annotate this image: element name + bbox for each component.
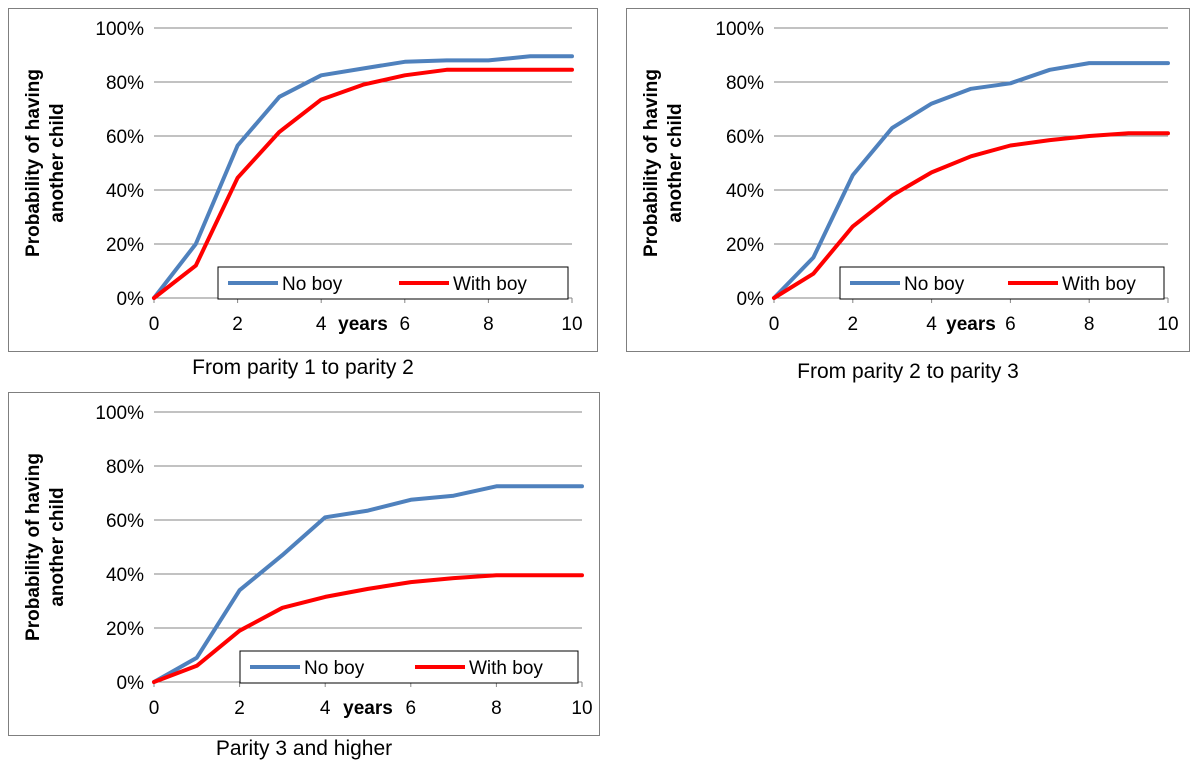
chart-caption-parity-1-to-2: From parity 1 to parity 2 [192, 356, 414, 379]
y-axis-label: Probability of having another child [641, 69, 686, 257]
series-line-no-boy [152, 484, 584, 684]
y-tick-label: 80% [106, 73, 144, 94]
chart-panel-parity-3-plus: 0% 20% 40% 60% 80% 100% 0 2 4 6 8 10 years Probabilit… [8, 392, 600, 736]
y-tick-label: 20% [106, 619, 144, 640]
y-tick-label: 100% [715, 19, 764, 40]
x-tick-label: 10 [561, 314, 582, 335]
chart-caption-parity-2-to-3: From parity 2 to parity 3 [797, 360, 1019, 383]
y-tick-label: 60% [106, 127, 144, 148]
series-line-no-boy [772, 61, 1170, 300]
y-tick-label: 40% [106, 565, 144, 586]
x-tick-label: 10 [571, 698, 592, 719]
x-tick-label: 10 [1157, 314, 1178, 335]
line-chart-parity-1-to-2: 0% 20% 40% 60% 80% 100% 0 2 4 6 8 10 years Probabilit… [23, 19, 583, 335]
series-line-no-boy [152, 54, 574, 300]
x-tick-label: 0 [149, 698, 160, 719]
x-tick-label: 6 [1005, 314, 1016, 335]
y-axis-label: Probability of having another child [23, 453, 68, 641]
x-tick-label: 8 [1084, 314, 1095, 335]
x-tick-label: 4 [320, 698, 331, 719]
series-line-with-boy [152, 67, 574, 300]
x-tick-label: 0 [769, 314, 780, 335]
y-tick-label: 40% [726, 181, 764, 202]
x-tick-label: 8 [491, 698, 502, 719]
y-tick-label: 0% [117, 673, 145, 694]
y-tick-label: 80% [106, 457, 144, 478]
x-axis-label: years [338, 314, 388, 335]
legend-label: No boy [282, 274, 343, 295]
legend-label: With boy [1062, 274, 1136, 295]
series-line-with-boy [772, 131, 1170, 300]
y-tick-label: 60% [106, 511, 144, 532]
y-tick-label: 0% [117, 289, 145, 310]
x-tick-label: 8 [483, 314, 494, 335]
y-tick-label: 40% [106, 181, 144, 202]
y-tick-label: 20% [106, 235, 144, 256]
x-tick-label: 2 [848, 314, 859, 335]
y-axis-label: Probability of having another child [23, 69, 68, 257]
chart-panel-parity-1-to-2: 0% 20% 40% 60% 80% 100% 0 2 4 6 8 10 years Probabilit… [8, 8, 598, 352]
legend-label: With boy [469, 658, 543, 679]
line-chart-parity-3-plus: 0% 20% 40% 60% 80% 100% 0 2 4 6 8 10 years Probabilit… [23, 403, 593, 719]
line-chart-parity-2-to-3: 0% 20% 40% 60% 80% 100% 0 2 4 6 8 10 years Probabilit… [641, 19, 1179, 335]
x-tick-label: 6 [400, 314, 411, 335]
x-axis-label: years [946, 314, 996, 335]
x-tick-label: 2 [234, 698, 245, 719]
x-axis-label: years [343, 698, 393, 719]
y-tick-label: 100% [95, 19, 144, 40]
chart-panel-parity-2-to-3: 0% 20% 40% 60% 80% 100% 0 2 4 6 8 10 years Probabilit… [626, 8, 1190, 352]
series-line-with-boy [152, 573, 584, 684]
y-tick-label: 80% [726, 73, 764, 94]
x-tick-label: 4 [316, 314, 327, 335]
x-tick-label: 2 [232, 314, 243, 335]
legend-label: With boy [453, 274, 527, 295]
y-tick-label: 100% [95, 403, 144, 424]
chart-caption-parity-3-plus: Parity 3 and higher [215, 737, 393, 760]
x-tick-label: 0 [149, 314, 160, 335]
legend-label: No boy [304, 658, 365, 679]
x-tick-label: 4 [926, 314, 937, 335]
legend-label: No boy [904, 274, 965, 295]
y-tick-label: 0% [737, 289, 765, 310]
y-tick-label: 20% [726, 235, 764, 256]
x-tick-label: 6 [406, 698, 417, 719]
y-tick-label: 60% [726, 127, 764, 148]
